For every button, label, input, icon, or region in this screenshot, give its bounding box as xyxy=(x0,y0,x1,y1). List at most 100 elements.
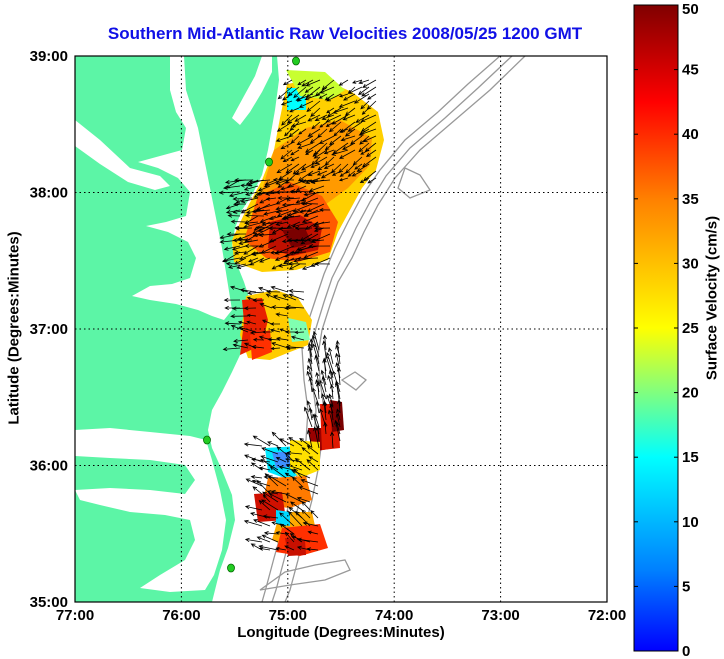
velocity-arrow xyxy=(360,149,370,155)
velocity-arrow xyxy=(243,342,257,349)
velocity-arrow xyxy=(314,354,320,372)
velocity-arrow xyxy=(329,403,334,421)
velocity-arrow xyxy=(225,209,241,214)
velocity-arrow xyxy=(288,506,303,519)
station-marker xyxy=(227,563,235,573)
velocity-arrow xyxy=(286,114,300,124)
velocity-arrow xyxy=(219,233,241,240)
velocity-arrow xyxy=(232,209,247,214)
velocity-arrow xyxy=(290,335,305,341)
velocity-arrow xyxy=(300,163,314,171)
velocity-arrow xyxy=(335,339,341,365)
grid-lines xyxy=(75,56,607,602)
velocity-arrow xyxy=(305,149,314,155)
velocity-arrow xyxy=(326,107,335,114)
velocity-arrow xyxy=(352,156,363,166)
velocity-arrow xyxy=(285,463,303,471)
velocity-arrow xyxy=(304,86,314,93)
velocity-arrow xyxy=(276,446,287,455)
velocity-arrow xyxy=(234,226,253,231)
velocity-arrow xyxy=(338,79,349,86)
velocity-arrow xyxy=(361,107,370,115)
velocity-arrow xyxy=(244,505,263,511)
velocity-arrow xyxy=(263,531,279,536)
velocity-arrow xyxy=(309,338,314,351)
y-tick-label: 37:00 xyxy=(30,321,68,338)
velocity-arrow xyxy=(354,163,363,170)
velocity-arrow xyxy=(334,419,341,442)
velocity-arrow xyxy=(297,79,307,86)
velocity-arrow xyxy=(259,302,273,309)
station-marker xyxy=(292,56,300,66)
velocity-arrow xyxy=(246,320,257,325)
x-tick-label: 73:00 xyxy=(481,607,519,624)
velocity-arrow xyxy=(299,201,319,206)
velocity-arrow xyxy=(227,263,247,269)
velocity-arrow xyxy=(362,79,377,88)
velocity-arrow xyxy=(298,486,319,495)
velocity-arrow xyxy=(274,251,295,261)
velocity-arrow xyxy=(282,79,293,86)
velocity-arrow xyxy=(243,185,259,191)
velocity-arrow xyxy=(284,128,293,137)
velocity-arrow xyxy=(322,400,327,421)
velocity-arrow xyxy=(283,215,301,220)
velocity-arrow xyxy=(297,245,319,252)
velocity-arrow xyxy=(285,304,305,310)
velocity-arrow xyxy=(250,512,271,519)
velocity-arrow xyxy=(311,334,320,358)
x-tick-label: 77:00 xyxy=(56,607,94,624)
velocity-arrow xyxy=(276,163,293,174)
velocity-arrow xyxy=(325,121,335,127)
velocity-arrow xyxy=(251,344,265,350)
x-tick-label: 75:00 xyxy=(269,607,307,624)
velocity-arrow xyxy=(262,494,271,503)
velocity-arrow xyxy=(237,320,249,325)
pamlico-sound xyxy=(75,428,226,592)
velocity-arrow xyxy=(267,441,279,447)
velocity-arrow xyxy=(274,250,289,255)
velocity-arrow xyxy=(360,114,377,122)
velocity-arrow xyxy=(264,473,279,487)
velocity-arrow xyxy=(314,114,328,121)
velocity-arrow xyxy=(314,226,331,231)
velocity-arrow xyxy=(230,314,249,319)
velocity-arrow xyxy=(298,209,313,214)
velocity-arrow xyxy=(251,209,271,214)
velocity-arrow xyxy=(281,202,301,207)
velocity-arrow xyxy=(295,93,314,102)
velocity-arrow xyxy=(270,322,280,326)
velocity-arrow xyxy=(307,128,321,137)
velocity-arrow xyxy=(224,305,240,311)
velocity-arrow xyxy=(306,429,313,449)
velocity-arrow xyxy=(303,191,325,197)
velocity-arrow xyxy=(312,149,321,157)
velocity-arrow xyxy=(221,257,241,263)
velocity-arrow xyxy=(296,496,311,503)
velocity-arrow xyxy=(322,334,327,351)
velocity-arrow xyxy=(280,149,293,160)
radar-stations xyxy=(203,56,300,573)
velocity-arrow xyxy=(358,128,377,136)
colorbar-tick-label: 25 xyxy=(682,320,699,337)
velocity-arrow xyxy=(252,337,265,342)
velocity-arrow xyxy=(250,462,263,471)
velocity-arrow xyxy=(276,336,289,341)
velocity-arrow xyxy=(356,163,370,172)
velocity-arrow xyxy=(225,203,241,210)
velocity-arrow xyxy=(306,100,321,112)
velocity-arrow xyxy=(261,534,279,543)
velocity-arrow xyxy=(291,469,311,479)
velocity-arrow xyxy=(276,121,293,132)
velocity-arrow xyxy=(248,257,259,263)
station-marker xyxy=(203,435,211,445)
velocity-arrow xyxy=(294,458,311,471)
velocity-arrow xyxy=(336,408,341,421)
colorbar-tick-label: 50 xyxy=(682,1,699,18)
velocity-arrow xyxy=(236,263,253,270)
velocity-arrow xyxy=(326,93,342,102)
velocity-arrow xyxy=(294,114,307,122)
velocity-arrow xyxy=(269,328,281,333)
velocity-arrow xyxy=(339,128,349,133)
velocity-arrow xyxy=(326,351,334,372)
